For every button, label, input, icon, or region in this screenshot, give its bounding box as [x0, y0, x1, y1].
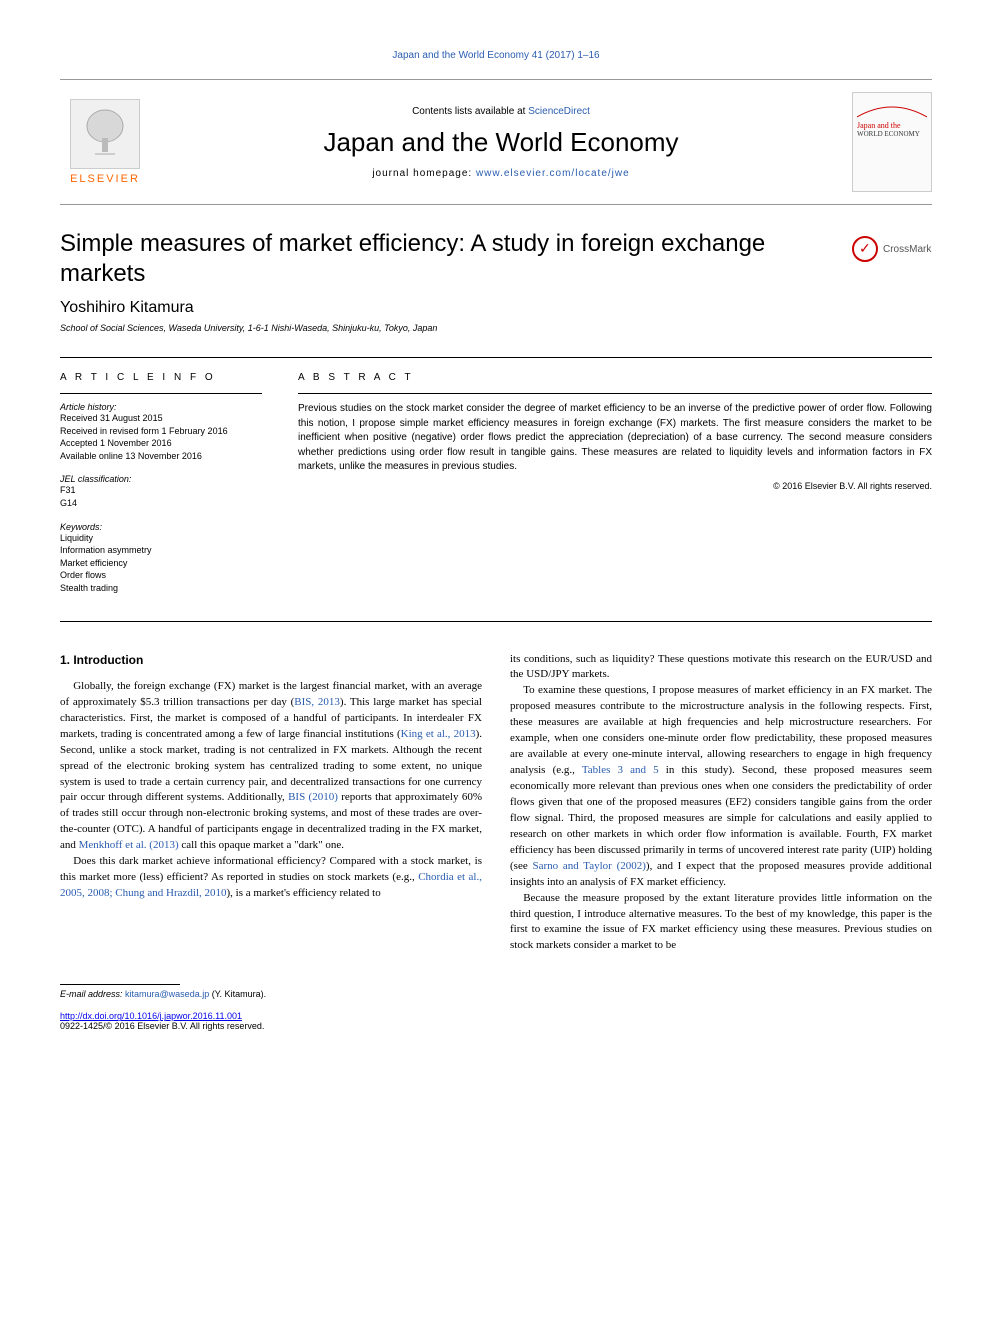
- email-author-suffix: (Y. Kitamura).: [209, 989, 266, 999]
- body-text: 1. Introduction Globally, the foreign ex…: [60, 652, 932, 955]
- intro-paragraph-1: Globally, the foreign exchange (FX) mark…: [60, 679, 482, 854]
- cite-sarno-taylor[interactable]: Sarno and Taylor (2002): [532, 860, 645, 872]
- article-title: Simple measures of market efficiency: A …: [60, 229, 832, 289]
- col2-paragraph-3: Because the measure proposed by the exta…: [510, 891, 932, 955]
- email-label: E-mail address:: [60, 989, 125, 999]
- elsevier-tree-icon: [70, 99, 140, 169]
- contents-prefix: Contents lists available at: [412, 106, 528, 117]
- elsevier-wordmark: ELSEVIER: [70, 173, 140, 185]
- article-info-panel: A R T I C L E I N F O Article history: R…: [60, 358, 280, 621]
- contents-available-line: Contents lists available at ScienceDirec…: [170, 106, 832, 117]
- p1-text-e: call this opaque market a "dark" one.: [179, 839, 344, 851]
- cover-title-line2: WORLD ECONOMY: [857, 130, 927, 138]
- column-right: its conditions, such as liquidity? These…: [510, 652, 932, 955]
- journal-homepage-link[interactable]: www.elsevier.com/locate/jwe: [476, 168, 630, 179]
- doi-link[interactable]: http://dx.doi.org/10.1016/j.japwor.2016.…: [60, 1011, 242, 1021]
- c2p2-text-a: To examine these questions, I propose me…: [510, 684, 932, 776]
- page-footer: E-mail address: kitamura@waseda.jp (Y. K…: [60, 984, 932, 1031]
- journal-header: ELSEVIER Contents lists available at Sci…: [60, 79, 932, 205]
- cite-bis-2013[interactable]: BIS, 2013: [294, 696, 340, 708]
- history-revised: Received in revised form 1 February 2016: [60, 425, 262, 438]
- sciencedirect-link[interactable]: ScienceDirect: [528, 106, 590, 117]
- corresponding-email-line: E-mail address: kitamura@waseda.jp (Y. K…: [60, 989, 932, 999]
- keyword-2: Market efficiency: [60, 557, 262, 570]
- author-email-link[interactable]: kitamura@waseda.jp: [125, 989, 209, 999]
- abstract-body: Previous studies on the stock market con…: [298, 402, 932, 475]
- cite-king-2013[interactable]: King et al., 2013: [401, 728, 476, 740]
- author-affiliation: School of Social Sciences, Waseda Univer…: [60, 323, 932, 333]
- author-name: Yoshihiro Kitamura: [60, 299, 932, 317]
- jel-label: JEL classification:: [60, 474, 262, 484]
- journal-title: Japan and the World Economy: [170, 127, 832, 158]
- keyword-1: Information asymmetry: [60, 544, 262, 557]
- cite-menkhoff-2013[interactable]: Menkhoff et al. (2013): [79, 839, 179, 851]
- keywords-label: Keywords:: [60, 522, 262, 532]
- jel-code-0: F31: [60, 484, 262, 497]
- article-history-label: Article history:: [60, 402, 262, 412]
- issn-copyright: 0922-1425/© 2016 Elsevier B.V. All right…: [60, 1021, 932, 1031]
- journal-homepage-line: journal homepage: www.elsevier.com/locat…: [170, 168, 832, 179]
- cover-title-line1: Japan and the: [857, 121, 927, 130]
- keyword-3: Order flows: [60, 569, 262, 582]
- jel-code-1: G14: [60, 497, 262, 510]
- abstract-heading: A B S T R A C T: [298, 372, 932, 383]
- elsevier-logo: ELSEVIER: [60, 92, 150, 192]
- abstract-copyright: © 2016 Elsevier B.V. All rights reserved…: [298, 481, 932, 491]
- section-1-heading: 1. Introduction: [60, 652, 482, 669]
- keyword-4: Stealth trading: [60, 582, 262, 595]
- abstract-panel: A B S T R A C T Previous studies on the …: [280, 358, 932, 621]
- article-info-heading: A R T I C L E I N F O: [60, 372, 262, 383]
- homepage-prefix: journal homepage:: [372, 168, 476, 179]
- journal-cover-thumbnail: Japan and the WORLD ECONOMY: [852, 92, 932, 192]
- c2p2-text-b: in this study). Second, these proposed m…: [510, 764, 932, 872]
- crossmark-badge[interactable]: CrossMark: [852, 229, 932, 269]
- journal-citation: Japan and the World Economy 41 (2017) 1–…: [60, 50, 932, 61]
- keyword-0: Liquidity: [60, 532, 262, 545]
- crossmark-label: CrossMark: [883, 244, 931, 255]
- p2-text-b: ), is a market's efficiency related to: [227, 887, 381, 899]
- crossmark-icon: [852, 236, 878, 262]
- intro-paragraph-2: Does this dark market achieve informatio…: [60, 854, 482, 902]
- history-accepted: Accepted 1 November 2016: [60, 437, 262, 450]
- col2-paragraph-1: its conditions, such as liquidity? These…: [510, 652, 932, 684]
- history-online: Available online 13 November 2016: [60, 450, 262, 463]
- history-received: Received 31 August 2015: [60, 412, 262, 425]
- column-left: 1. Introduction Globally, the foreign ex…: [60, 652, 482, 955]
- cite-bis-2010[interactable]: BIS (2010): [288, 791, 338, 803]
- cite-tables-3-5[interactable]: Tables 3 and 5: [582, 764, 659, 776]
- col2-paragraph-2: To examine these questions, I propose me…: [510, 683, 932, 890]
